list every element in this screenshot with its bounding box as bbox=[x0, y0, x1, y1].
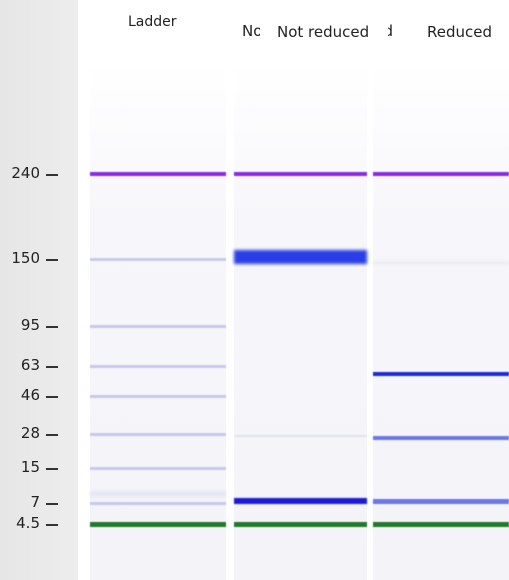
band bbox=[90, 172, 226, 176]
band bbox=[90, 467, 226, 470]
size-label: 28 bbox=[0, 424, 40, 442]
size-label: 4.5 bbox=[0, 514, 40, 532]
size-tick bbox=[46, 524, 58, 526]
lane-header: Not reduced bbox=[274, 23, 372, 41]
size-label: 240 bbox=[0, 164, 40, 182]
size-label: 63 bbox=[0, 356, 40, 374]
size-label: 150 bbox=[0, 249, 40, 267]
lane-header: Reduced bbox=[424, 23, 495, 41]
lane-header-hidden: Not reduced bbox=[242, 22, 260, 40]
size-label: 7 bbox=[0, 493, 40, 511]
band bbox=[373, 436, 509, 440]
size-tick bbox=[46, 468, 58, 470]
band bbox=[90, 325, 226, 328]
lane-header: Ladder bbox=[128, 14, 177, 30]
size-tick bbox=[46, 503, 58, 505]
size-tick bbox=[46, 396, 58, 398]
band bbox=[90, 365, 226, 368]
size-tick bbox=[46, 366, 58, 368]
size-label: 95 bbox=[0, 316, 40, 334]
band bbox=[90, 502, 226, 505]
band bbox=[234, 435, 367, 437]
band bbox=[373, 372, 509, 376]
gel-view: Ladder Not reduced Reduced Not reduced R… bbox=[0, 0, 509, 580]
band bbox=[373, 522, 509, 527]
size-tick bbox=[46, 326, 58, 328]
band bbox=[90, 395, 226, 398]
band bbox=[234, 498, 367, 504]
band bbox=[234, 172, 367, 176]
lane-header-hidden: Reduced bbox=[388, 22, 404, 40]
band bbox=[234, 250, 367, 264]
size-tick bbox=[46, 259, 58, 261]
lane-header-hidden-text: Reduced bbox=[388, 22, 393, 40]
band bbox=[90, 433, 226, 436]
band bbox=[373, 261, 509, 265]
size-tick bbox=[46, 434, 58, 436]
band bbox=[90, 258, 226, 261]
size-label: 15 bbox=[0, 458, 40, 476]
band bbox=[90, 491, 226, 497]
size-label: 46 bbox=[0, 386, 40, 404]
band bbox=[234, 522, 367, 527]
band bbox=[373, 172, 509, 176]
band bbox=[373, 499, 509, 504]
size-tick bbox=[46, 174, 58, 176]
band bbox=[90, 522, 226, 527]
